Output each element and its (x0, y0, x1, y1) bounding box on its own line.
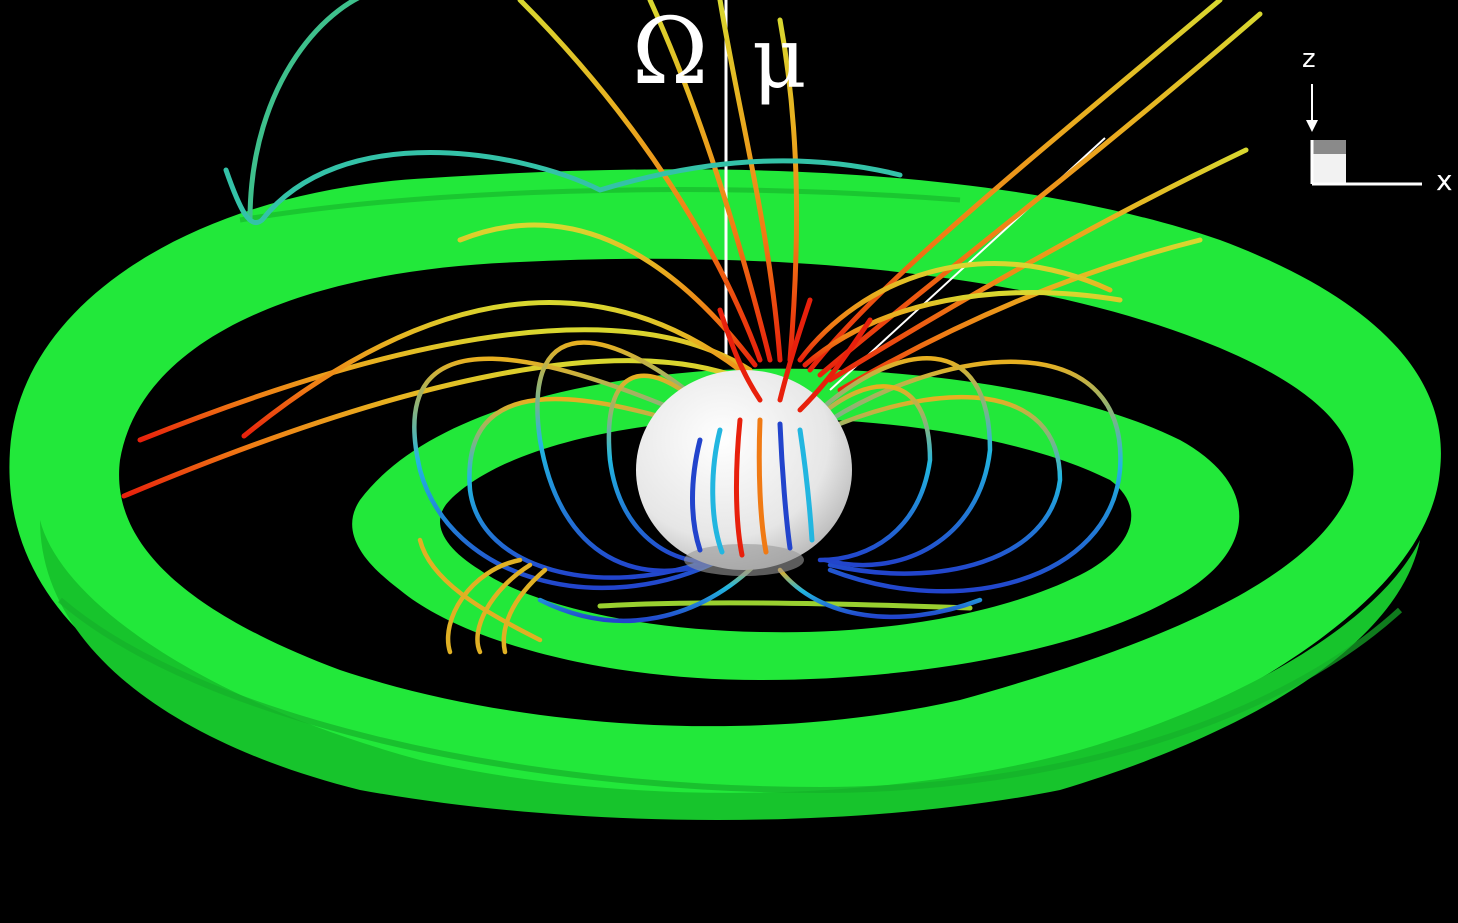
disk-threading-field-line (223, 0, 973, 611)
mu-label: μ (752, 9, 807, 107)
z-x-axes-icon (1306, 84, 1422, 186)
open-field-lines (121, 0, 1263, 499)
axis-x-label: x (1436, 164, 1453, 197)
omega-label: Ω (632, 0, 709, 105)
closed-field-loops (412, 340, 1123, 624)
axis-z-label: z (1302, 44, 1316, 74)
central-star (636, 370, 852, 576)
star-surface-field-lines (690, 297, 873, 558)
lower-field-loops (417, 537, 548, 655)
